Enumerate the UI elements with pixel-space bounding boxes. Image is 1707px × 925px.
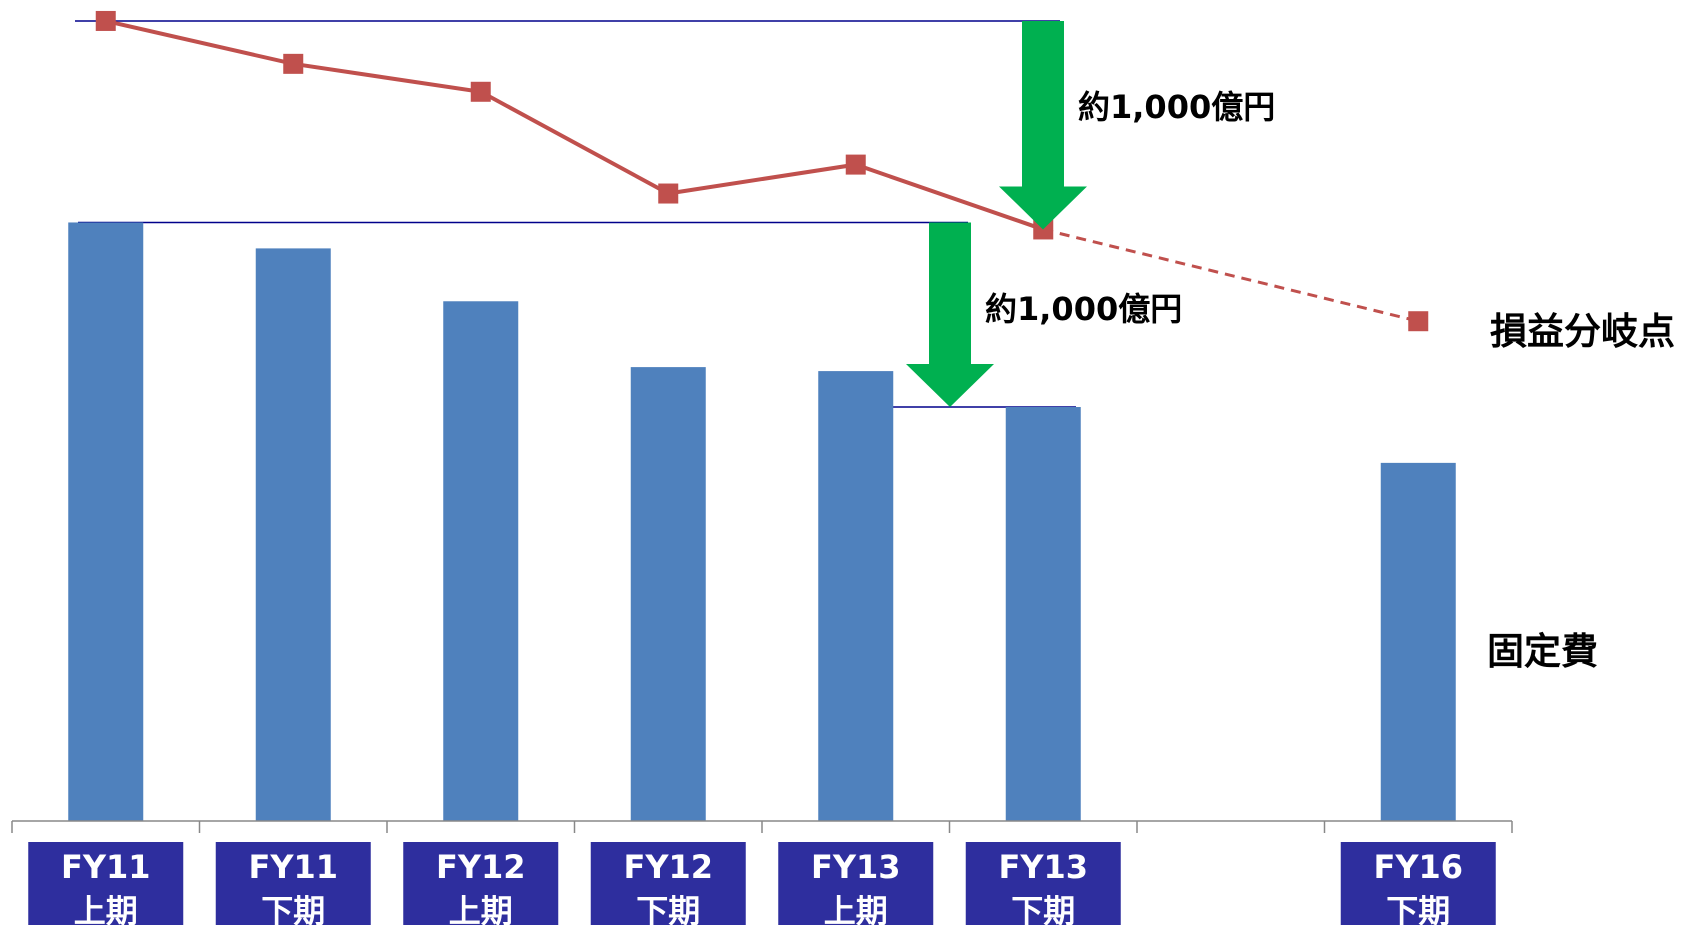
category-label-line2: 上期 bbox=[824, 892, 888, 925]
down-arrow-icon bbox=[999, 20, 1087, 230]
bar-5 bbox=[1005, 407, 1081, 821]
bar-4 bbox=[818, 371, 894, 821]
category-label-7: FY16 下期 bbox=[1340, 842, 1496, 925]
bar-7 bbox=[1380, 462, 1456, 821]
category-label-box bbox=[215, 842, 371, 925]
category-label-4: FY13 上期 bbox=[778, 842, 934, 925]
category-label-line1: FY11 bbox=[248, 848, 338, 886]
line-series bbox=[95, 10, 1429, 332]
category-label-box bbox=[778, 842, 934, 925]
breakeven-line-projected bbox=[1042, 227, 1419, 323]
category-labels: FY11上期FY11下期FY12上期FY12下期FY13上期FY13下期FY16… bbox=[28, 842, 1496, 925]
category-label-line2: 下期 bbox=[1011, 892, 1075, 925]
category-label-box bbox=[965, 842, 1121, 925]
category-label-line2: 上期 bbox=[74, 892, 138, 925]
reference-lines bbox=[75, 20, 1076, 408]
breakeven-point-4 bbox=[845, 154, 866, 175]
category-label-line2: 上期 bbox=[449, 892, 513, 925]
category-label-line2: 下期 bbox=[261, 892, 325, 925]
bar-0 bbox=[68, 222, 144, 822]
breakeven-point-0 bbox=[95, 10, 116, 31]
breakeven-point-7 bbox=[1408, 311, 1429, 332]
category-label-1: FY11 下期 bbox=[215, 842, 371, 925]
bar-2 bbox=[443, 301, 519, 821]
series-label-breakeven: 損益分岐点 bbox=[1490, 310, 1675, 353]
category-label-box bbox=[403, 842, 559, 925]
category-label-box bbox=[590, 842, 746, 925]
category-label-box bbox=[28, 842, 184, 925]
category-label-0: FY11 上期 bbox=[28, 842, 184, 925]
category-label-line1: FY11 bbox=[61, 848, 151, 886]
category-label-box bbox=[1340, 842, 1496, 925]
series-label-fixed-cost: 固定費 bbox=[1487, 630, 1598, 673]
category-label-line2: 下期 bbox=[1386, 892, 1450, 925]
down-arrow-icon bbox=[906, 222, 994, 408]
breakeven-point-3 bbox=[658, 183, 679, 204]
x-axis bbox=[11, 820, 1513, 833]
category-label-line1: FY13 bbox=[998, 848, 1088, 886]
bars bbox=[68, 222, 1456, 822]
bar-3 bbox=[630, 367, 706, 821]
bar-1 bbox=[255, 248, 331, 821]
breakeven-point-2 bbox=[470, 81, 491, 102]
category-label-3: FY12 下期 bbox=[590, 842, 746, 925]
breakeven-point-1 bbox=[283, 53, 304, 74]
category-label-line1: FY12 bbox=[623, 848, 713, 886]
annotation-label-1: 約1,000億円 bbox=[985, 290, 1182, 328]
category-label-line1: FY13 bbox=[811, 848, 901, 886]
category-label-line1: FY12 bbox=[436, 848, 526, 886]
category-label-5: FY13 下期 bbox=[965, 842, 1121, 925]
category-label-2: FY12 上期 bbox=[403, 842, 559, 925]
breakeven-line-solid bbox=[105, 18, 1044, 232]
category-label-line1: FY16 bbox=[1373, 848, 1463, 886]
annotation-label-0: 約1,000億円 bbox=[1078, 88, 1275, 126]
category-label-line2: 下期 bbox=[636, 892, 700, 925]
